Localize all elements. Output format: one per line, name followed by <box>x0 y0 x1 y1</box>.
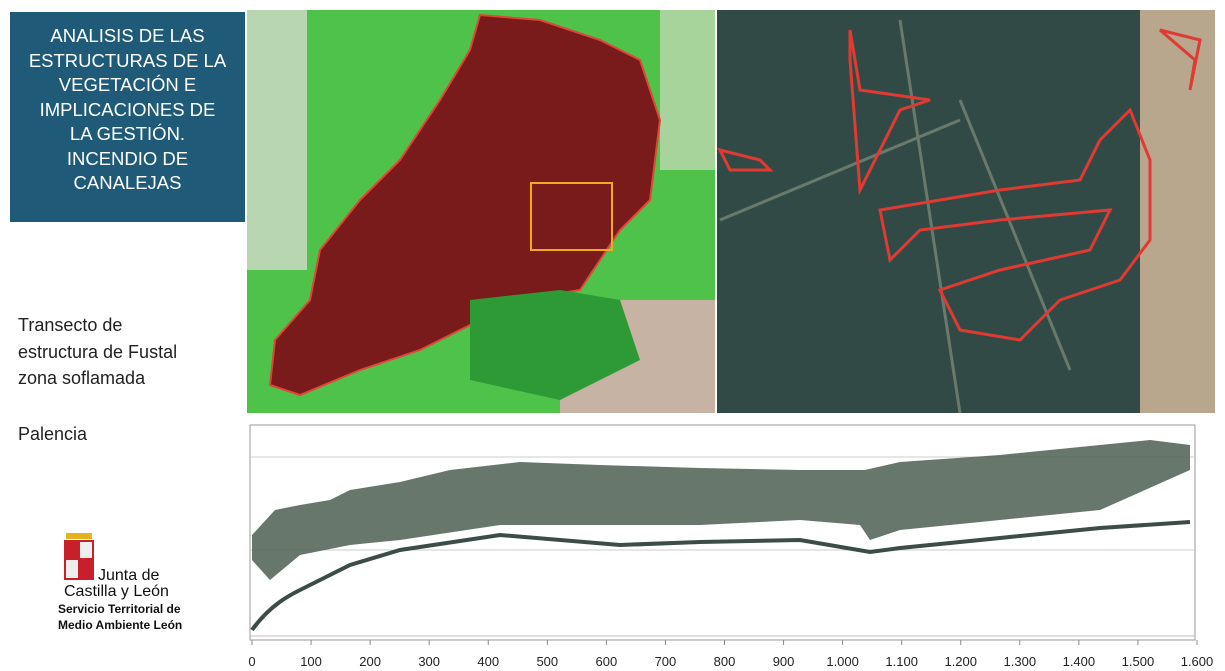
x-tick-label: 300 <box>418 654 440 669</box>
logo-name: Castilla y León <box>64 583 169 600</box>
satellite-image <box>247 10 715 413</box>
logo-office: Medio Ambiente León <box>58 618 182 632</box>
title-line: IMPLICACIONES DE <box>39 98 216 120</box>
description: Transecto de estructura de Fustal zona sof… <box>18 312 177 392</box>
description-line: estructura de Fustal <box>18 341 178 362</box>
ground-points <box>250 520 1191 632</box>
x-tick-label: 1.500 <box>1122 654 1155 669</box>
canopy-points <box>252 440 1190 580</box>
aerial-image <box>717 10 1215 414</box>
x-tick-label: 100 <box>300 654 322 669</box>
title-line: VEGETACIÓN E <box>58 74 197 95</box>
logo-office: Servicio Territorial de <box>58 602 181 616</box>
x-tick-label: 0 <box>248 654 255 669</box>
logo-name: Junta de <box>98 567 159 584</box>
description-line: zona soflamada <box>18 368 146 388</box>
title-line: ANALISIS DE LAS <box>50 25 205 46</box>
x-tick-label: 900 <box>773 654 795 669</box>
x-tick-label: 1.000 <box>826 654 859 669</box>
x-tick-label: 1.400 <box>1063 654 1096 669</box>
logo-emblem <box>64 533 94 580</box>
x-tick-label: 400 <box>477 654 499 669</box>
location: Palencia <box>18 424 88 444</box>
title-line: ESTRUCTURAS DE LA <box>28 49 227 71</box>
x-tick-label: 200 <box>359 654 381 669</box>
x-tick-label: 1.200 <box>944 654 977 669</box>
x-tick-label: 500 <box>536 654 558 669</box>
x-tick-label: 800 <box>714 654 736 669</box>
x-tick-label: 700 <box>655 654 677 669</box>
x-tick-label: 1.100 <box>885 654 918 669</box>
x-tick-label: 1.300 <box>1004 654 1037 669</box>
description-line: Transecto de <box>18 315 123 335</box>
x-tick-label: 600 <box>596 654 618 669</box>
title-box: ANALISIS DE LAS ESTRUCTURAS DE LA VEGETACI… <box>10 12 245 222</box>
title-line: CANALEJAS <box>73 172 182 193</box>
title-line: INCENDIO DE <box>66 147 189 169</box>
x-tick-label: 1.600 <box>1181 654 1214 669</box>
title-line: LA GESTIÓN. <box>69 123 186 144</box>
transect-chart <box>249 424 1196 641</box>
